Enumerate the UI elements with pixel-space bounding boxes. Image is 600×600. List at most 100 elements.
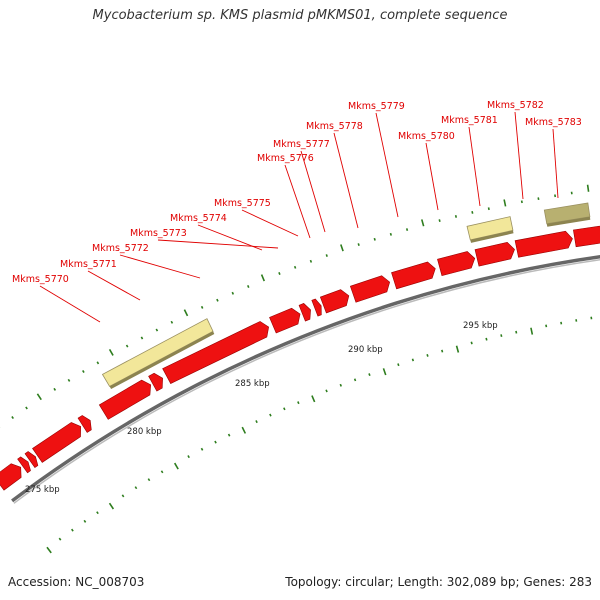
inner-tick-track xyxy=(46,316,593,554)
gene-label: Mkms_5774 xyxy=(170,213,227,224)
outer-tick-mark xyxy=(373,237,376,241)
feature-track xyxy=(101,202,591,389)
outer-tick-mark xyxy=(471,211,474,214)
outer-tick-mark xyxy=(357,243,360,246)
inner-tick-mark xyxy=(311,395,316,403)
outer-tick-mark xyxy=(82,370,85,374)
feature-box-shadow xyxy=(109,331,215,389)
outer-tick-mark xyxy=(183,309,189,317)
inner-tick-mark xyxy=(530,327,534,335)
feature-box xyxy=(101,318,214,387)
inner-tick-mark xyxy=(500,334,503,337)
inner-tick-mark xyxy=(297,401,300,405)
inner-tick-mark xyxy=(46,546,52,554)
gene-label: Mkms_5770 xyxy=(12,274,69,285)
inner-tick-mark xyxy=(283,407,286,411)
outer-tick-mark xyxy=(247,285,250,288)
inner-tick-mark xyxy=(108,502,115,510)
inner-tick-mark xyxy=(227,433,231,437)
outer-tick-mark xyxy=(278,272,281,275)
gene-label: Mkms_5773 xyxy=(130,228,187,239)
gene-label: Mkms_5776 xyxy=(257,153,314,164)
cds-arrow xyxy=(32,422,81,463)
outer-tick-mark xyxy=(200,305,204,309)
leader-line xyxy=(468,126,481,207)
inner-tick-mark xyxy=(515,330,518,334)
inner-tick-mark xyxy=(455,345,460,353)
inner-tick-mark xyxy=(382,368,387,376)
leader-line xyxy=(87,270,141,301)
inner-tick-mark xyxy=(426,353,429,357)
inner-tick-mark xyxy=(214,440,217,444)
inner-tick-mark xyxy=(397,363,400,367)
outer-tick-mark xyxy=(420,219,425,227)
inner-tick-mark xyxy=(241,426,247,434)
cds-arrow xyxy=(0,463,22,491)
outer-tick-mark xyxy=(325,254,328,257)
leader-line xyxy=(197,224,263,251)
outer-tick-mark xyxy=(96,361,100,365)
cds-arrow xyxy=(474,241,515,267)
leader-line xyxy=(425,142,439,211)
outer-tick-mark xyxy=(231,291,235,295)
scale-label: 295 kbp xyxy=(463,321,498,331)
gene-label: Mkms_5772 xyxy=(92,243,149,254)
leader-line xyxy=(284,164,311,239)
outer-tick-mark xyxy=(36,393,42,401)
inner-tick-mark xyxy=(200,447,204,451)
inner-tick-mark xyxy=(58,537,62,541)
outer-tick-mark xyxy=(170,320,174,324)
leader-line xyxy=(333,132,359,229)
outer-tick-mark xyxy=(108,348,114,356)
map-title: Mycobacterium sp. KMS plasmid pMKMS01, c… xyxy=(92,8,508,23)
cds-arrow xyxy=(24,451,39,469)
leader-line xyxy=(514,111,524,200)
outer-tick-mark xyxy=(340,244,344,252)
outer-tick-mark xyxy=(487,207,490,211)
inner-tick-mark xyxy=(255,420,258,424)
cds-arrow xyxy=(298,303,311,322)
leader-line xyxy=(552,128,559,199)
gene-label: Mkms_5782 xyxy=(487,100,544,111)
inner-tick-mark xyxy=(485,337,488,341)
inner-tick-mark xyxy=(147,478,151,482)
label-leader-lines xyxy=(39,111,559,323)
outer-tick-mark xyxy=(125,344,129,348)
leader-line xyxy=(119,254,201,279)
gene-label: Mkms_5777 xyxy=(273,139,330,150)
outer-tick-track xyxy=(0,184,590,428)
cds-arrow xyxy=(311,298,322,317)
leader-line xyxy=(39,285,101,323)
backbone-inner-line xyxy=(13,259,600,504)
outer-tick-mark xyxy=(405,228,409,231)
outer-tick-mark xyxy=(438,219,441,223)
outer-tick-mark xyxy=(216,298,219,302)
inner-tick-mark xyxy=(83,519,87,523)
backbone-outer-line xyxy=(11,255,600,503)
gene-label: Mkms_5771 xyxy=(60,259,117,270)
cds-arrow xyxy=(573,225,600,248)
scale-label: 275 kbp xyxy=(25,485,60,495)
gene-label-group: Mkms_5770 Mkms_5771 Mkms_5772 Mkms_5773 Mkms… xyxy=(12,100,582,285)
cds-arrow xyxy=(437,251,476,276)
leader-line xyxy=(375,112,399,218)
cds-arrow xyxy=(349,275,391,303)
inner-tick-mark xyxy=(325,389,328,393)
inner-tick-mark xyxy=(470,341,473,345)
inner-tick-mark xyxy=(339,383,342,387)
cds-arrow xyxy=(391,261,436,290)
outer-tick-mark xyxy=(503,199,507,207)
inner-tick-mark xyxy=(71,528,74,532)
leader-line xyxy=(157,239,279,249)
cds-track xyxy=(0,225,600,491)
outer-tick-mark xyxy=(140,336,144,340)
inner-tick-mark xyxy=(173,462,179,470)
gene-label: Mkms_5779 xyxy=(348,101,405,112)
inner-tick-mark xyxy=(441,349,444,353)
cds-arrow xyxy=(514,230,573,258)
inner-tick-mark xyxy=(368,373,371,377)
feature-box-shadow xyxy=(470,230,514,243)
scale-label: 290 kbp xyxy=(348,345,383,355)
leader-line xyxy=(300,150,326,233)
